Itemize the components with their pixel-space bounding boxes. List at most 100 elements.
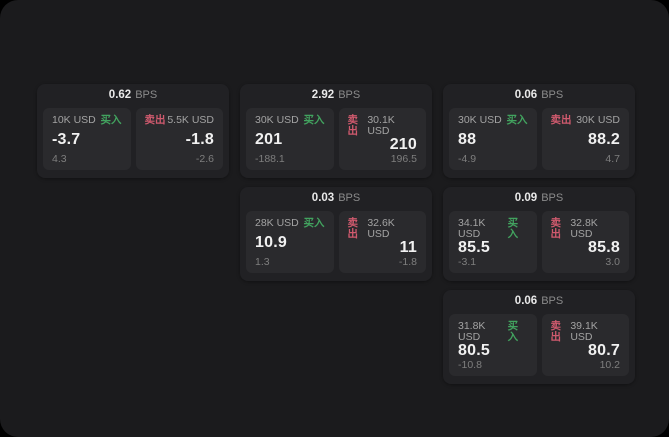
buy-tile[interactable]: 10K USD 买入 -3.7 4.3	[43, 108, 131, 170]
sell-amount: 30K USD	[576, 114, 620, 126]
sell-amount: 30.1K USD	[367, 114, 395, 137]
buy-price: 10.9	[255, 233, 287, 251]
bps-unit-label: BPS	[338, 89, 361, 101]
buy-change: 1.3	[255, 255, 270, 268]
sell-side-label: 卖出	[347, 217, 359, 240]
sell-tile[interactable]: 卖出 39.1K USD 80.7 10.2	[541, 314, 629, 376]
sell-tile[interactable]: 卖出 32.8K USD 85.8 3.0	[541, 211, 629, 273]
buy-price: 201	[255, 130, 283, 148]
price-card: 0.62 BPS 10K USD 买入 -3.7 4.3 卖出 5.5K USD…	[37, 84, 229, 178]
card-header: 0.62 BPS	[43, 89, 223, 108]
card-header: 0.03 BPS	[246, 192, 426, 211]
spread-bps-value: 0.03	[311, 192, 335, 204]
buy-amount: 31.8K USD	[458, 320, 486, 343]
price-card: 0.06 BPS 31.8K USD 买入 80.5 -10.8 卖出 39.1…	[443, 290, 635, 384]
buy-tile-header: 10K USD 买入	[52, 115, 122, 126]
sell-price: -1.8	[185, 130, 214, 148]
sell-change: 3.0	[605, 255, 620, 268]
buy-side-label: 买入	[507, 217, 519, 240]
spread-bps-value: 0.62	[108, 89, 132, 101]
buy-side-label: 买入	[507, 320, 519, 343]
sell-amount: 32.6K USD	[367, 217, 395, 240]
sell-change: 196.5	[390, 152, 417, 165]
spread-bps-value: 2.92	[311, 89, 335, 101]
card-header: 0.09 BPS	[449, 192, 629, 211]
buy-amount: 10K USD	[52, 114, 96, 126]
buy-change: -10.8	[458, 358, 482, 371]
buy-side-label: 买入	[303, 217, 325, 229]
bps-unit-label: BPS	[541, 89, 564, 101]
card-body: 10K USD 买入 -3.7 4.3 卖出 5.5K USD -1.8 -2.…	[43, 108, 223, 170]
sell-amount: 39.1K USD	[570, 320, 598, 343]
buy-amount: 34.1K USD	[458, 217, 486, 240]
card-body: 30K USD 买入 88 -4.9 卖出 30K USD 88.2 4.7	[449, 108, 629, 170]
sell-tile[interactable]: 卖出 30K USD 88.2 4.7	[541, 108, 629, 170]
buy-price: -3.7	[52, 130, 81, 148]
card-body: 31.8K USD 买入 80.5 -10.8 卖出 39.1K USD 80.…	[449, 314, 629, 376]
sell-side-label: 卖出	[347, 114, 359, 137]
buy-amount: 30K USD	[458, 114, 502, 126]
sell-tile-header: 卖出 32.6K USD	[348, 218, 418, 239]
buy-tile[interactable]: 30K USD 买入 88 -4.9	[449, 108, 537, 170]
sell-price: 11	[399, 238, 417, 256]
sell-side-label: 卖出	[550, 320, 562, 343]
sell-side-label: 卖出	[550, 217, 562, 240]
sell-price: 88.2	[588, 130, 620, 148]
buy-side-label: 买入	[100, 114, 122, 126]
buy-change: 4.3	[52, 152, 67, 165]
card-header: 2.92 BPS	[246, 89, 426, 108]
spread-bps-value: 0.06	[514, 89, 538, 101]
card-body: 28K USD 买入 10.9 1.3 卖出 32.6K USD 11 -1.8	[246, 211, 426, 273]
sell-change: -2.6	[195, 152, 214, 165]
sell-side-label: 卖出	[144, 114, 166, 126]
sell-price: 80.7	[588, 341, 620, 359]
sell-change: 4.7	[605, 152, 620, 165]
buy-tile-header: 30K USD 买入	[458, 115, 528, 126]
card-body: 30K USD 买入 201 -188.1 卖出 30.1K USD 210 1…	[246, 108, 426, 170]
price-card: 0.09 BPS 34.1K USD 买入 85.5 -3.1 卖出 32.8K…	[443, 187, 635, 281]
bps-unit-label: BPS	[541, 295, 564, 307]
sell-amount: 5.5K USD	[167, 114, 214, 126]
sell-change: -1.8	[398, 255, 417, 268]
sell-tile-header: 卖出 30.1K USD	[348, 115, 418, 136]
buy-side-label: 买入	[303, 114, 325, 126]
buy-tile[interactable]: 31.8K USD 买入 80.5 -10.8	[449, 314, 537, 376]
buy-price: 85.5	[458, 238, 490, 256]
bps-unit-label: BPS	[541, 192, 564, 204]
sell-tile[interactable]: 卖出 5.5K USD -1.8 -2.6	[135, 108, 223, 170]
buy-change: -4.9	[458, 152, 477, 165]
buy-side-label: 买入	[506, 114, 528, 126]
buy-amount: 28K USD	[255, 217, 299, 229]
sell-tile-header: 卖出 5.5K USD	[145, 115, 215, 126]
sell-price: 85.8	[588, 238, 620, 256]
buy-tile[interactable]: 30K USD 买入 201 -188.1	[246, 108, 334, 170]
buy-tile-header: 31.8K USD 买入	[458, 321, 528, 342]
buy-tile[interactable]: 34.1K USD 买入 85.5 -3.1	[449, 211, 537, 273]
bps-unit-label: BPS	[135, 89, 158, 101]
sell-tile[interactable]: 卖出 30.1K USD 210 196.5	[338, 108, 426, 170]
card-header: 0.06 BPS	[449, 89, 629, 108]
sell-amount: 32.8K USD	[570, 217, 598, 240]
buy-change: -188.1	[255, 152, 285, 165]
price-card: 0.03 BPS 28K USD 买入 10.9 1.3 卖出 32.6K US…	[240, 187, 432, 281]
price-card: 2.92 BPS 30K USD 买入 201 -188.1 卖出 30.1K …	[240, 84, 432, 178]
sell-change: 10.2	[599, 358, 620, 371]
price-card: 0.06 BPS 30K USD 买入 88 -4.9 卖出 30K USD 8…	[443, 84, 635, 178]
buy-price: 80.5	[458, 341, 490, 359]
buy-tile-header: 30K USD 买入	[255, 115, 325, 126]
buy-price: 88	[458, 130, 477, 148]
sell-tile[interactable]: 卖出 32.6K USD 11 -1.8	[338, 211, 426, 273]
card-body: 34.1K USD 买入 85.5 -3.1 卖出 32.8K USD 85.8…	[449, 211, 629, 273]
sell-side-label: 卖出	[550, 114, 572, 126]
sell-tile-header: 卖出 30K USD	[551, 115, 621, 126]
sell-tile-header: 卖出 39.1K USD	[551, 321, 621, 342]
spread-bps-value: 0.09	[514, 192, 538, 204]
buy-tile-header: 28K USD 买入	[255, 218, 325, 229]
buy-amount: 30K USD	[255, 114, 299, 126]
bps-unit-label: BPS	[338, 192, 361, 204]
buy-tile-header: 34.1K USD 买入	[458, 218, 528, 239]
spread-bps-value: 0.06	[514, 295, 538, 307]
card-header: 0.06 BPS	[449, 295, 629, 314]
buy-tile[interactable]: 28K USD 买入 10.9 1.3	[246, 211, 334, 273]
